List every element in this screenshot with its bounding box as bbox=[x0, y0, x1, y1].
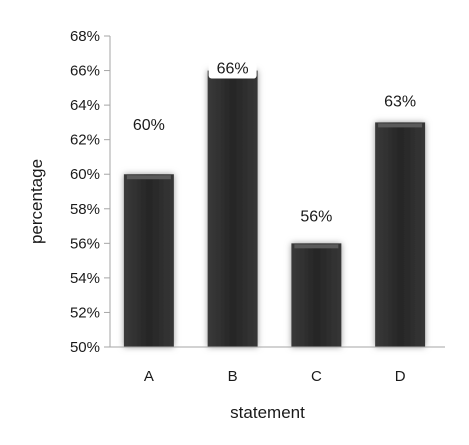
y-tick-label: 50% bbox=[70, 339, 100, 356]
y-ticks-group: 50% 52% 54% 56% 58% 60% 62% 64% 66% 68% bbox=[70, 28, 110, 356]
bar-cap-a bbox=[126, 175, 171, 180]
bars-group bbox=[123, 70, 426, 348]
x-tick-label: A bbox=[144, 368, 154, 385]
x-axis-title: statement bbox=[230, 403, 305, 422]
x-ticks-group: A B C D bbox=[144, 368, 406, 385]
x-tick-label: B bbox=[228, 368, 238, 385]
bar-d bbox=[375, 122, 426, 347]
bar-cap-c bbox=[294, 244, 339, 249]
bar-a bbox=[123, 174, 174, 347]
bar-cap-d bbox=[378, 123, 423, 128]
y-tick-label: 62% bbox=[70, 132, 100, 149]
bar-b bbox=[207, 70, 258, 348]
y-axis-title: percentage bbox=[27, 159, 46, 244]
y-tick-label: 52% bbox=[70, 304, 100, 321]
data-label-a: 60% bbox=[133, 117, 165, 134]
y-tick-label: 58% bbox=[70, 201, 100, 218]
x-tick-label: D bbox=[395, 368, 406, 385]
data-label-b: 66% bbox=[217, 61, 249, 78]
axes-group bbox=[109, 36, 445, 348]
data-label-background bbox=[208, 56, 257, 79]
data-label-c: 56% bbox=[300, 208, 332, 225]
y-tick-label: 54% bbox=[70, 270, 100, 287]
data-label-d: 63% bbox=[384, 93, 416, 110]
y-tick-label: 60% bbox=[70, 166, 100, 183]
data-labels-group: 60% 66% 56% 63% bbox=[133, 56, 416, 225]
x-tick-label: C bbox=[311, 368, 322, 385]
y-tick-label: 66% bbox=[70, 63, 100, 80]
bar-c bbox=[291, 243, 342, 347]
y-tick-label: 68% bbox=[70, 28, 100, 45]
y-tick-label: 56% bbox=[70, 235, 100, 252]
y-tick-label: 64% bbox=[70, 97, 100, 114]
